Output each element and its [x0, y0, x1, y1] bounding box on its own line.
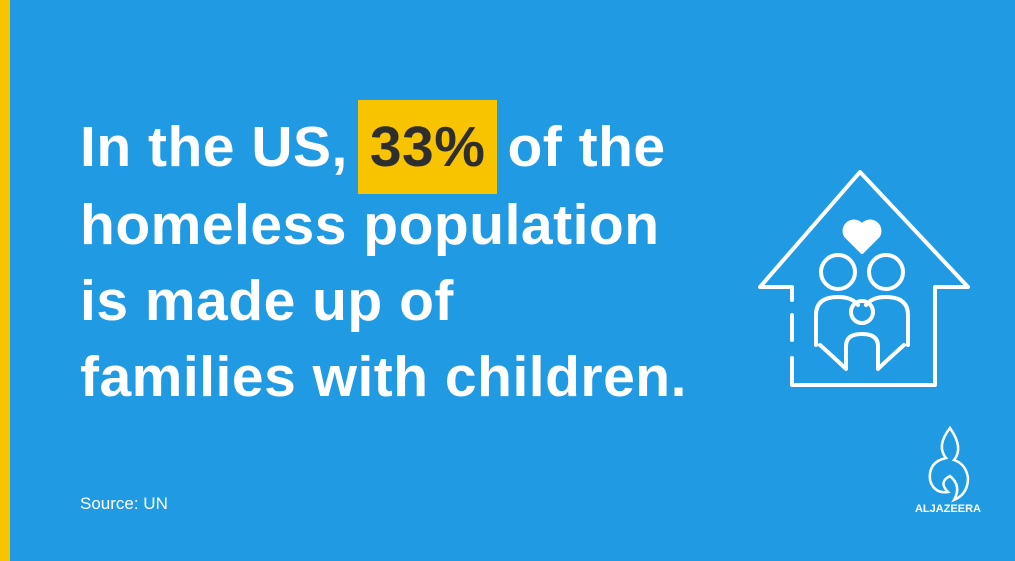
source: Source: UN: [80, 494, 168, 513]
logo-text: ALJAZEERA: [915, 503, 981, 515]
headline-line: In the US, 33% of the: [80, 100, 666, 194]
headline-line: homeless population: [80, 193, 660, 257]
house-icon: [758, 170, 970, 387]
headline-text: In the US,: [80, 115, 348, 179]
headline-line: families with children.: [80, 345, 687, 409]
accent-stripe: [0, 0, 10, 561]
headline-highlight: 33%: [357, 100, 498, 194]
headline-text: of the: [507, 115, 666, 179]
headline-line: is made up of: [80, 269, 454, 333]
logo: ALJAZEERA: [915, 425, 981, 515]
